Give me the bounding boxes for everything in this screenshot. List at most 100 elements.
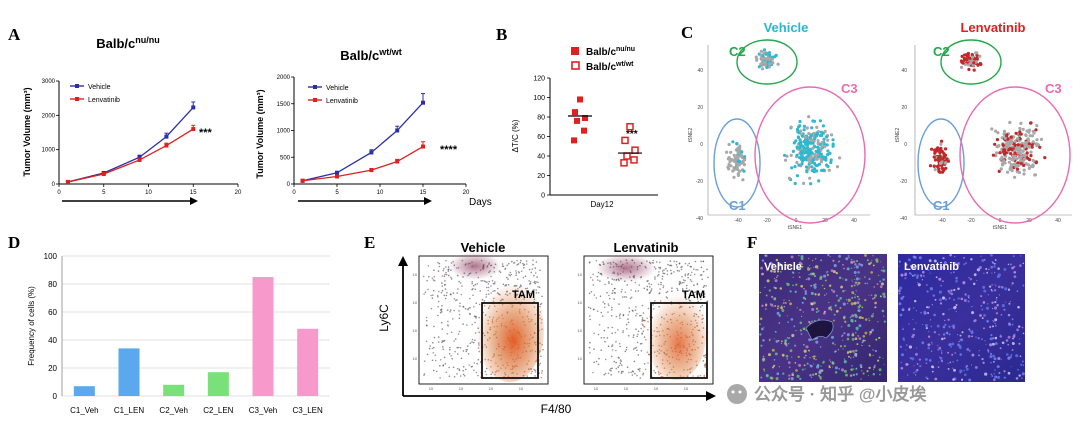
- flow-event: [486, 281, 488, 284]
- if-signal-dot: [856, 343, 859, 346]
- if-signal-dot: [762, 357, 766, 361]
- flow-event: [634, 372, 636, 375]
- flow-event: [526, 375, 528, 377]
- tsne-vehicle-cluster-c2-outline: [736, 39, 798, 85]
- flow-event: [477, 374, 479, 377]
- if-signal-dot: [858, 324, 862, 328]
- legend-lenvatinib-marker: [313, 98, 317, 102]
- cell-point-c3: [994, 129, 998, 133]
- if-signal-dot: [794, 290, 797, 294]
- cell-point-c3: [823, 145, 827, 149]
- if-signal-dot: [864, 276, 866, 278]
- flow-event: [591, 279, 594, 281]
- if-signal-dot: [1005, 353, 1009, 356]
- flow-event: [683, 281, 685, 284]
- cell-point-c3: [810, 126, 814, 130]
- flow-event: [611, 349, 614, 351]
- if-signal-dot: [963, 256, 965, 259]
- flow-event: [627, 334, 630, 337]
- if-signal-dot: [916, 274, 920, 278]
- if-signal-dot: [883, 363, 885, 365]
- if-signal-dot: [872, 372, 876, 376]
- flow-event: [662, 286, 665, 289]
- cell-point-c3: [805, 170, 809, 174]
- flow-event: [641, 304, 644, 307]
- flow-event: [590, 291, 593, 293]
- y-tick-label: 3000: [42, 79, 56, 85]
- cell-point-c3: [1031, 163, 1035, 167]
- if-signal-dot: [831, 362, 834, 365]
- if-signal-dot: [814, 258, 817, 260]
- flow-event: [695, 269, 697, 271]
- cell-point-c3: [831, 142, 835, 146]
- flow-event: [619, 345, 621, 348]
- series-line-lenvatinib: [67, 128, 194, 183]
- if-signal-dot: [785, 344, 788, 347]
- y-tick-label: 1000: [42, 148, 56, 154]
- cell-point-c3: [995, 151, 999, 155]
- if-signal-dot: [804, 298, 807, 300]
- if-signal-dot: [774, 304, 777, 307]
- if-signal-dot: [770, 295, 774, 299]
- if-signal-dot: [829, 284, 832, 287]
- flow-event: [539, 362, 542, 365]
- cell-point-c3: [795, 160, 799, 165]
- if-signal-dot: [799, 377, 802, 381]
- if-signal-dot: [952, 367, 954, 369]
- if-signal-dot: [1000, 313, 1003, 316]
- if-signal-dot: [970, 258, 973, 261]
- if-signal-dot: [950, 345, 952, 348]
- cell-point-c3: [823, 157, 828, 161]
- if-signal-dot: [997, 375, 1001, 379]
- if-signal-dot: [953, 262, 957, 266]
- cell-point-c3: [820, 168, 824, 173]
- tsne-lenvatinib-c1-label: C1: [933, 198, 950, 213]
- flow-event: [476, 283, 479, 285]
- chart-b-significance: ***: [626, 129, 638, 140]
- cell-point-c3: [810, 165, 814, 169]
- flow-event: [431, 347, 434, 350]
- if-signal-dot: [961, 331, 964, 334]
- if-signal-dot: [949, 361, 952, 364]
- if-signal-dot: [847, 302, 849, 305]
- flow-event: [432, 294, 434, 297]
- if-signal-dot: [868, 277, 871, 281]
- cell-point-c3: [1015, 167, 1020, 171]
- flow-event: [662, 272, 664, 275]
- flow-event: [642, 373, 644, 376]
- if-signal-dot: [993, 262, 996, 265]
- if-signal-dot: [944, 323, 947, 326]
- if-signal-dot: [943, 337, 946, 340]
- if-signal-dot: [812, 373, 815, 376]
- flow-event: [621, 364, 623, 366]
- flow-event: [439, 377, 441, 379]
- cell-point-c3: [798, 119, 802, 124]
- flow-event: [680, 268, 683, 271]
- if-signal-dot: [839, 297, 842, 300]
- if-signal-dot: [999, 286, 1001, 288]
- flow-event: [596, 310, 599, 313]
- if-signal-dot: [805, 354, 807, 357]
- if-signal-dot: [813, 355, 816, 358]
- flow-event: [423, 374, 425, 376]
- if-signal-dot: [1000, 285, 1004, 289]
- flow-event: [471, 288, 473, 291]
- if-signal-dot: [979, 314, 982, 317]
- y-tick-label: 40: [901, 68, 907, 74]
- if-signal-dot: [868, 319, 871, 322]
- if-signal-dot: [981, 317, 984, 320]
- cell-point-c3: [793, 165, 797, 169]
- flow-event: [639, 343, 642, 345]
- if-lenvatinib-image: [898, 254, 1025, 382]
- if-signal-dot: [932, 294, 935, 297]
- if-signal-dot: [776, 307, 779, 310]
- cell-point-c3: [812, 119, 817, 123]
- flow-event: [611, 309, 613, 311]
- data-point-nu/nu: [572, 109, 578, 116]
- if-signal-dot: [788, 374, 791, 377]
- flow-event: [646, 285, 648, 288]
- if-signal-dot: [935, 276, 938, 279]
- if-signal-dot: [955, 304, 958, 306]
- cell-point-c3: [1030, 134, 1035, 138]
